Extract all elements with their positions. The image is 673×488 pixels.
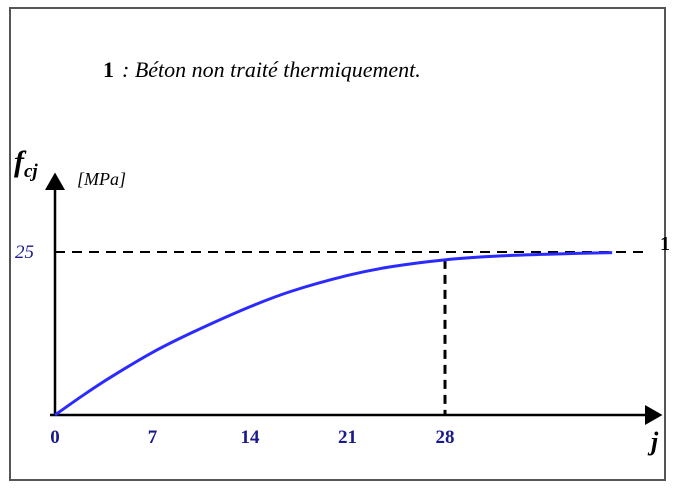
x-tick-labels: 0 7 14 21 28: [50, 427, 454, 448]
y-axis-symbol: f: [14, 145, 27, 178]
x-tick-label: 21: [338, 427, 357, 448]
y-axis-subscript: cj: [24, 161, 38, 182]
x-tick-label: 7: [148, 427, 158, 448]
legend-number: 1: [103, 57, 114, 82]
y-reference-label: 25: [15, 242, 34, 263]
series-label: 1: [660, 233, 670, 255]
x-tick-label: 14: [241, 427, 261, 448]
figure-frame: [9, 7, 666, 481]
x-tick-label: 28: [436, 427, 455, 448]
legend-text: : Béton non traité thermiquement.: [122, 57, 421, 82]
x-tick-label: 0: [50, 427, 60, 448]
y-axis-unit: [MPa]: [77, 169, 126, 189]
y-axis-label: fcj: [14, 145, 38, 182]
series-curve: [54, 251, 613, 417]
